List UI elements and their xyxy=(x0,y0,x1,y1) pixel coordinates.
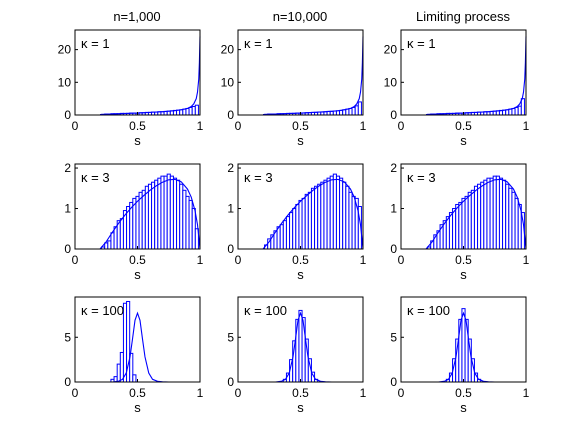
x-tick-label: 0.5 xyxy=(292,253,309,267)
histogram-panel: 0 0.5 1 0 5 s κ = 100 xyxy=(390,296,530,415)
histogram-panel: 0 0.5 1 0 5 s κ = 100 xyxy=(64,296,204,415)
density-curve xyxy=(275,311,332,383)
y-tick-label: 5 xyxy=(64,330,71,344)
density-curve xyxy=(425,36,527,116)
y-tick-label: 0 xyxy=(390,108,397,122)
x-tick-label: 0.5 xyxy=(129,386,146,400)
histogram-bar xyxy=(132,374,137,383)
y-tick-label: 20 xyxy=(221,43,235,57)
kappa-annotation: κ = 3 xyxy=(407,170,436,185)
y-tick-label: 0 xyxy=(390,242,397,256)
histogram-panel: 0 0.5 1 0 1 2 s κ = 3 xyxy=(227,161,366,282)
x-axis-label: s xyxy=(460,267,467,282)
y-tick-label: 0 xyxy=(390,375,397,389)
y-tick-label: 20 xyxy=(384,43,398,57)
x-axis-label: s xyxy=(134,400,141,415)
kappa-annotation: κ = 3 xyxy=(244,170,273,185)
x-tick-label: 0 xyxy=(72,253,79,267)
x-tick-label: 0 xyxy=(235,119,242,133)
y-tick-label: 1 xyxy=(227,202,234,216)
histogram-bar xyxy=(357,101,362,116)
y-tick-label: 2 xyxy=(64,161,71,175)
y-tick-label: 2 xyxy=(227,161,234,175)
x-axis-label: s xyxy=(297,133,304,148)
y-tick-label: 0 xyxy=(64,375,71,389)
y-tick-label: 10 xyxy=(221,75,235,89)
y-tick-label: 0 xyxy=(227,375,234,389)
histogram-panel: 0 0.5 1 0 1 2 s κ = 3 xyxy=(64,161,203,282)
x-tick-label: 0.5 xyxy=(129,119,146,133)
x-tick-label: 0.5 xyxy=(292,119,309,133)
column-title-3: Limiting process xyxy=(416,9,510,24)
x-tick-label: 1 xyxy=(360,119,367,133)
x-tick-label: 0.5 xyxy=(455,386,472,400)
y-tick-label: 20 xyxy=(58,43,72,57)
y-tick-label: 5 xyxy=(390,330,397,344)
density-curve xyxy=(262,36,364,116)
x-tick-label: 1 xyxy=(523,253,530,267)
y-tick-label: 2 xyxy=(390,161,397,175)
histogram-panel: 0 0.5 1 0 5 s κ = 100 xyxy=(227,296,367,415)
y-tick-label: 1 xyxy=(64,202,71,216)
y-tick-label: 10 xyxy=(58,75,72,89)
x-tick-label: 0.5 xyxy=(455,253,472,267)
x-axis-label: s xyxy=(134,267,141,282)
y-tick-label: 0 xyxy=(227,108,234,122)
y-tick-label: 0 xyxy=(227,242,234,256)
kappa-annotation: κ = 3 xyxy=(81,170,110,185)
density-curve xyxy=(438,311,495,383)
x-axis-label: s xyxy=(297,267,304,282)
y-tick-label: 0 xyxy=(64,108,71,122)
x-tick-label: 1 xyxy=(523,119,530,133)
x-axis-label: s xyxy=(460,400,467,415)
x-tick-label: 0 xyxy=(398,253,405,267)
x-tick-label: 0.5 xyxy=(129,253,146,267)
x-tick-label: 1 xyxy=(360,386,367,400)
kappa-annotation: κ = 100 xyxy=(81,303,124,318)
y-tick-label: 5 xyxy=(227,330,234,344)
density-curve xyxy=(112,311,169,383)
x-axis-label: s xyxy=(297,400,304,415)
density-curve xyxy=(262,178,364,250)
y-tick-label: 0 xyxy=(64,242,71,256)
x-axis-label: s xyxy=(460,133,467,148)
histogram-bar xyxy=(194,104,199,116)
x-tick-label: 0 xyxy=(398,386,405,400)
x-tick-label: 1 xyxy=(360,253,367,267)
x-tick-label: 0 xyxy=(235,386,242,400)
x-tick-label: 0 xyxy=(72,119,79,133)
histogram-panel: 0 0.5 1 0 1 2 s κ = 3 xyxy=(390,161,529,282)
histogram-bar xyxy=(520,98,525,116)
kappa-annotation: κ = 100 xyxy=(244,303,287,318)
x-tick-label: 0.5 xyxy=(455,119,472,133)
x-tick-label: 0 xyxy=(398,119,405,133)
column-title-2: n=10,000 xyxy=(273,9,328,24)
x-axis-label: s xyxy=(134,133,141,148)
kappa-annotation: κ = 1 xyxy=(81,36,110,51)
x-tick-label: 1 xyxy=(197,386,204,400)
kappa-annotation: κ = 1 xyxy=(244,36,273,51)
x-tick-label: 0 xyxy=(235,253,242,267)
density-curve xyxy=(99,36,201,116)
x-tick-label: 0 xyxy=(72,386,79,400)
x-tick-label: 1 xyxy=(523,386,530,400)
x-tick-label: 1 xyxy=(197,253,204,267)
kappa-annotation: κ = 100 xyxy=(407,303,450,318)
x-tick-label: 0.5 xyxy=(292,386,309,400)
kappa-annotation: κ = 1 xyxy=(407,36,436,51)
column-title-1: n=1,000 xyxy=(113,9,160,24)
y-tick-label: 1 xyxy=(390,202,397,216)
y-tick-label: 10 xyxy=(384,75,398,89)
density-curve xyxy=(425,178,527,250)
density-curve xyxy=(99,178,201,250)
x-tick-label: 1 xyxy=(197,119,204,133)
